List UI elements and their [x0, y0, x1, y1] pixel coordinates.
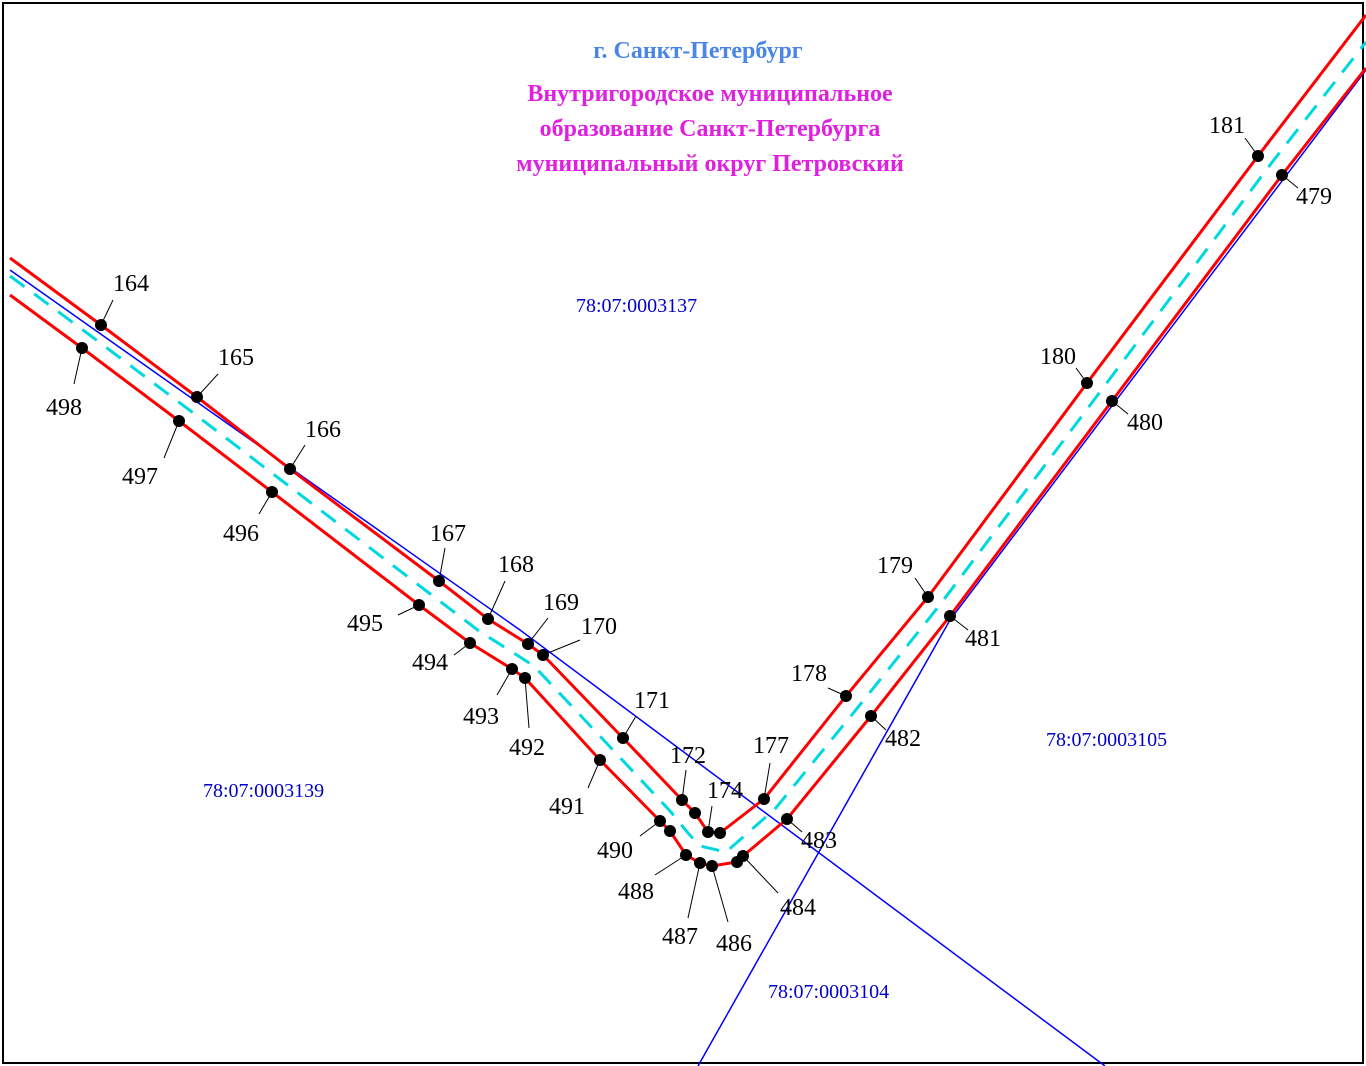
quarter-labels: 78:07:0003137 78:07:0003139 78:07:000310…: [203, 295, 1167, 1003]
leader-487: [687, 862, 701, 919]
point-496: [266, 486, 278, 498]
point-480: [1106, 395, 1118, 407]
leader-488: [654, 854, 687, 876]
label-181: 181: [1209, 113, 1245, 139]
boundary-points: [76, 150, 1288, 872]
label-177: 177: [753, 733, 789, 759]
point-172: [676, 794, 688, 806]
label-481: 481: [965, 626, 1001, 652]
mo-title-line3: муниципальный округ Петровский: [516, 151, 904, 177]
point-179: [922, 591, 934, 603]
quarter-label-3137: 78:07:0003137: [576, 295, 697, 317]
label-168: 168: [498, 552, 534, 578]
label-486: 486: [716, 931, 752, 957]
point-165: [191, 391, 203, 403]
leader-168: [487, 580, 506, 620]
point-178: [840, 690, 852, 702]
label-171: 171: [634, 688, 670, 714]
quarter-line-northwest: [9, 269, 1106, 1066]
point-492: [519, 672, 531, 684]
point-168: [482, 613, 494, 625]
point-489: [664, 825, 676, 837]
point-485: [731, 856, 743, 868]
leader-498: [73, 347, 83, 385]
label-480: 480: [1127, 410, 1163, 436]
label-167: 167: [430, 521, 466, 547]
label-166: 166: [305, 417, 341, 443]
boundary-inner: [9, 67, 1366, 868]
label-492: 492: [509, 735, 545, 761]
leader-497: [163, 420, 180, 459]
label-495: 495: [347, 611, 383, 637]
quarter-label-3105: 78:07:0003105: [1046, 729, 1167, 751]
label-179: 179: [877, 553, 913, 579]
label-491: 491: [549, 794, 585, 820]
label-488: 488: [618, 879, 654, 905]
point-488: [680, 849, 692, 861]
point-494: [464, 637, 476, 649]
label-174: 174: [707, 778, 743, 804]
mo-title-line1: Внутригородское муниципальное: [527, 81, 893, 107]
point-483: [781, 813, 793, 825]
label-487: 487: [662, 924, 698, 950]
point-481: [944, 610, 956, 622]
label-497: 497: [122, 464, 158, 490]
label-484: 484: [780, 895, 816, 921]
label-180: 180: [1040, 344, 1076, 370]
label-498: 498: [46, 395, 82, 421]
label-178: 178: [791, 661, 827, 687]
point-177: [758, 793, 770, 805]
label-479: 479: [1296, 184, 1332, 210]
point-497: [173, 415, 185, 427]
point-486: [706, 860, 718, 872]
point-166: [284, 463, 296, 475]
leader-486: [711, 865, 729, 923]
leader-492: [524, 677, 530, 729]
label-493: 493: [463, 704, 499, 730]
point-495: [413, 599, 425, 611]
point-493: [506, 663, 518, 675]
point-490: [654, 815, 666, 827]
city-title: г. Санкт-Петербург: [593, 38, 803, 64]
point-180: [1081, 377, 1093, 389]
point-173: [689, 807, 701, 819]
label-496: 496: [223, 521, 259, 547]
leader-484: [742, 855, 779, 894]
label-165: 165: [218, 345, 254, 371]
leader-170: [542, 639, 581, 656]
point-487: [694, 857, 706, 869]
label-482: 482: [885, 726, 921, 752]
quarter-label-3104: 78:07:0003104: [768, 981, 889, 1003]
mo-title-line2: образование Санкт-Петербурга: [540, 116, 881, 142]
label-483: 483: [801, 828, 837, 854]
point-labels: 164 165 166 167 168 169 170 171 172 174 …: [46, 113, 1332, 957]
point-170: [537, 649, 549, 661]
point-174: [702, 826, 714, 838]
point-181: [1252, 150, 1264, 162]
label-170: 170: [581, 614, 617, 640]
point-175: [714, 827, 726, 839]
label-169: 169: [543, 590, 579, 616]
map-header: г. Санкт-Петербург Внутригородское муниц…: [516, 38, 904, 177]
point-479: [1276, 169, 1288, 181]
label-490: 490: [597, 838, 633, 864]
point-482: [865, 710, 877, 722]
boundary-axis: [9, 41, 1366, 854]
point-491: [594, 754, 606, 766]
label-172: 172: [670, 743, 706, 769]
label-164: 164: [113, 271, 149, 297]
quarter-label-3139: 78:07:0003139: [203, 780, 324, 802]
point-164: [95, 319, 107, 331]
point-171: [617, 732, 629, 744]
point-169: [522, 638, 534, 650]
label-494: 494: [412, 650, 448, 676]
point-498: [76, 342, 88, 354]
point-167: [433, 575, 445, 587]
leader-177: [763, 762, 771, 800]
